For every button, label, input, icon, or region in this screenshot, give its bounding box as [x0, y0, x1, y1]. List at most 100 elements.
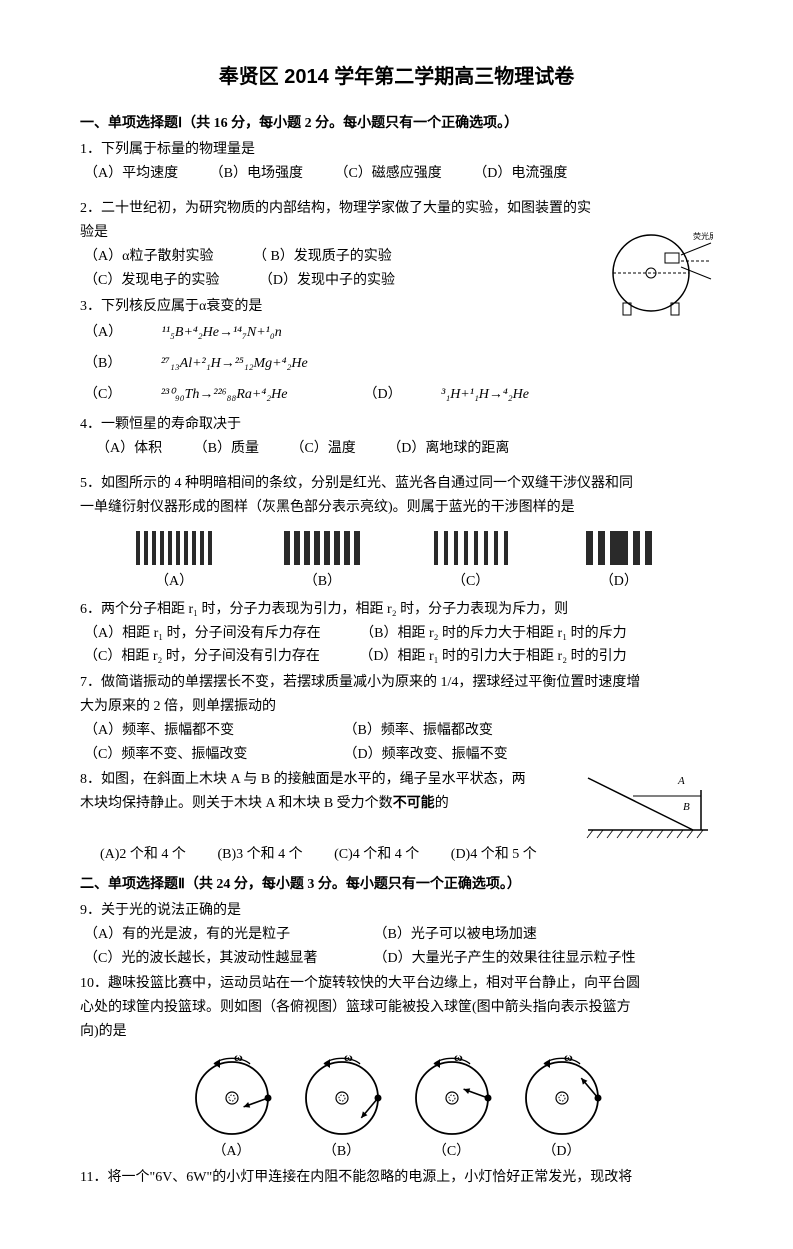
q3-opt-a-label: （A） [84, 318, 122, 349]
q6-opt-a: （A）相距 r₁ 时，分子间没有斥力存在 [84, 622, 321, 646]
q5-pattern-d [574, 528, 664, 568]
q9-opt-a: （A）有的光是波，有的光是粒子 [84, 923, 334, 947]
q4-options: （A）体积 （B）质量 （C）温度 （D）离地球的距离 [96, 437, 713, 461]
q3-eq-c: ²³⁰₉₀Th→²²⁶₈₈Ra+⁴₂He [161, 380, 288, 411]
q5-pattern-b [277, 528, 367, 568]
q1-opt-d: （D）电流强度 [473, 162, 567, 186]
q8-stem-bold: 不可能 [393, 796, 435, 811]
q4-opt-a: （A）体积 [96, 437, 162, 461]
apparatus-figure: 荧光屏 [603, 225, 713, 320]
q7-stem2: 大为原来的 2 倍，则单摆振动的 [80, 695, 713, 719]
q8-opt-a: (A)2 个和 4 个 [100, 843, 186, 867]
q8-stem1: 8．如图，在斜面上木块 A 与 B 的接触面是水平的，绳子呈水平状态，两 [80, 772, 526, 787]
q8-opt-c: (C)4 个和 4 个 [334, 843, 419, 867]
q10-label-d: （D） [517, 1140, 607, 1164]
q1-opt-a: （A）平均速度 [84, 162, 178, 186]
q5-label-a: （A） [129, 570, 219, 594]
q8-stem3: 的 [435, 796, 449, 811]
exam-title: 奉贤区 2014 学年第二学期高三物理试卷 [80, 60, 713, 94]
question-11: 11．将一个"6V、6W"的小灯甲连接在内阻不能忽略的电源上，小灯恰好正常发光，… [80, 1166, 713, 1190]
q10-circle-d: ω [517, 1050, 607, 1140]
question-6: 6．两个分子相距 r₁ 时，分子力表现为引力，相距 r₂ 时，分子力表现为斥力，… [80, 598, 713, 669]
q9-opt-c: （C）光的波长越长，其波动性越显著 [84, 947, 334, 971]
q6-opt-b: （B）相距 r₂ 时的斥力大于相距 r₁ 时的斥力 [360, 622, 626, 646]
q10-circle-c: ω [407, 1050, 497, 1140]
q3-opt-c-label: （C） [84, 380, 121, 411]
q6-stem: 6．两个分子相距 r₁ 时，分子力表现为引力，相距 r₂ 时，分子力表现为斥力，… [80, 598, 713, 622]
q1-stem: 1．下列属于标量的物理量是 [80, 138, 713, 162]
q2-opt-b: （ B）发现质子的实验 [253, 245, 392, 269]
q3-stem: 3．下列核反应属于α衰变的是 [80, 295, 603, 319]
q9-stem: 9．关于光的说法正确的是 [80, 899, 713, 923]
q5-pattern-a [129, 528, 219, 568]
question-8: A B 8．如图，在斜面上木块 A 与 B 的接触面是水平的，绳子呈水平状态，两… [80, 768, 713, 867]
q3-eq-a: ¹¹₅B+⁴₂He→¹⁴₇N+¹₀n [162, 318, 282, 349]
q10-label-c: （C） [407, 1140, 497, 1164]
q5-pattern-c [426, 528, 516, 568]
q3-opt-d-label: （D） [364, 380, 402, 411]
q10-figures: ω （A） ω （B） ω （C） ω （D） [80, 1050, 713, 1164]
q4-opt-d: （D）离地球的距离 [387, 437, 509, 461]
q4-stem: 4．一颗恒星的寿命取决于 [80, 413, 713, 437]
q1-options: （A）平均速度 （B）电场强度 （C）磁感应强度 （D）电流强度 [84, 162, 713, 186]
question-3: 3．下列核反应属于α衰变的是 （A） ¹¹₅B+⁴₂He→¹⁴₇N+¹₀n （B… [80, 295, 603, 411]
question-4: 4．一颗恒星的寿命取决于 （A）体积 （B）质量 （C）温度 （D）离地球的距离 [80, 413, 713, 461]
svg-text:ω: ω [564, 1050, 573, 1064]
incline-figure: A B [583, 768, 713, 843]
q7-opt-a: （A）频率、振幅都不变 [84, 719, 304, 743]
svg-text:ω: ω [454, 1050, 463, 1064]
q5-label-c: （C） [426, 570, 516, 594]
svg-text:荧光屏: 荧光屏 [693, 231, 713, 241]
q7-opt-c: （C）频率不变、振幅改变 [84, 743, 304, 767]
q1-opt-c: （C）磁感应强度 [334, 162, 441, 186]
q3-opt-b-label: （B） [84, 349, 121, 380]
q8-opt-b: (B)3 个和 4 个 [217, 843, 302, 867]
q5-figures: （A） （B） （C） （D） [100, 528, 693, 594]
q2-stem: 2．二十世纪初，为研究物质的内部结构，物理学家做了大量的实验，如图装置的实验是 [80, 197, 603, 245]
q8-label-b: B [683, 801, 690, 813]
section1-head: 一、单项选择题Ⅰ（共 16 分，每小题 2 分。每小题只有一个正确选项。） [80, 112, 713, 136]
q5-label-d: （D） [574, 570, 664, 594]
q7-stem1: 7．做简谐振动的单摆摆长不变，若摆球质量减小为原来的 1/4，摆球经过平衡位置时… [80, 671, 713, 695]
svg-text:ω: ω [344, 1050, 353, 1064]
q11-stem: 11．将一个"6V、6W"的小灯甲连接在内阻不能忽略的电源上，小灯恰好正常发光，… [80, 1166, 713, 1190]
q5-label-b: （B） [277, 570, 367, 594]
question-1: 1．下列属于标量的物理量是 （A）平均速度 （B）电场强度 （C）磁感应强度 （… [80, 138, 713, 186]
q8-opt-d: (D)4 个和 5 个 [451, 843, 537, 867]
q9-opt-d: （D）大量光子产生的效果往往显示粒子性 [374, 947, 636, 971]
q10-stem1: 10．趣味投篮比赛中，运动员站在一个旋转较快的大平台边缘上，相对平台静止，向平台… [80, 972, 713, 996]
question-9: 9．关于光的说法正确的是 （A）有的光是波，有的光是粒子 （B）光子可以被电场加… [80, 899, 713, 970]
question-5: 5．如图所示的 4 种明暗相间的条纹，分别是红光、蓝光各自通过同一个双缝干涉仪器… [80, 472, 713, 593]
q8-options: (A)2 个和 4 个 (B)3 个和 4 个 (C)4 个和 4 个 (D)4… [100, 843, 713, 867]
q2-opt-c: （C）发现电子的实验 [84, 269, 219, 293]
q7-options: （A）频率、振幅都不变 （B）频率、振幅都改变 （C）频率不变、振幅改变 （D）… [84, 719, 713, 767]
q8-label-a: A [677, 775, 685, 787]
q10-stem3: 向)的是 [80, 1020, 713, 1044]
q9-options: （A）有的光是波，有的光是粒子 （B）光子可以被电场加速 （C）光的波长越长，其… [84, 923, 713, 971]
q2-opt-d: （D）发现中子的实验 [259, 269, 395, 293]
q10-label-b: （B） [297, 1140, 387, 1164]
question-2: 2．二十世纪初，为研究物质的内部结构，物理学家做了大量的实验，如图装置的实验是 … [80, 197, 603, 292]
question-10: 10．趣味投篮比赛中，运动员站在一个旋转较快的大平台边缘上，相对平台静止，向平台… [80, 972, 713, 1163]
q2-options: （A）α粒子散射实验 （ B）发现质子的实验 （C）发现电子的实验 （D）发现中… [84, 245, 603, 293]
q10-label-a: （A） [187, 1140, 277, 1164]
q3-options: （A） ¹¹₅B+⁴₂He→¹⁴₇N+¹₀n （B） ²⁷₁₃Al+²₁H→²⁵… [84, 318, 603, 410]
q10-circle-b: ω [297, 1050, 387, 1140]
q10-stem2: 心处的球筐内投篮球。则如图（各俯视图）篮球可能被投入球筐(图中箭头指向表示投篮方 [80, 996, 713, 1020]
q10-circle-a: ω [187, 1050, 277, 1140]
svg-text:ω: ω [234, 1050, 243, 1064]
q7-opt-d: （D）频率改变、振幅不变 [344, 743, 508, 767]
q6-opt-d: （D）相距 r₁ 时的引力大于相距 r₂ 时的引力 [359, 645, 626, 669]
q6-opt-c: （C）相距 r₂ 时，分子间没有引力存在 [84, 645, 320, 669]
q4-opt-c: （C）温度 [290, 437, 355, 461]
q2-opt-a: （A）α粒子散射实验 [84, 245, 213, 269]
q3-eq-b: ²⁷₁₃Al+²₁H→²⁵₁₂Mg+⁴₂He [161, 349, 308, 380]
q9-opt-b: （B）光子可以被电场加速 [374, 923, 537, 947]
q8-stem2: 木块均保持静止。则关于木块 A 和木块 B 受力个数 [80, 796, 393, 811]
q5-stem2: 一单缝衍射仪器形成的图样（灰黑色部分表示亮纹)。则属于蓝光的干涉图样的是 [80, 496, 713, 520]
q4-opt-b: （B）质量 [194, 437, 259, 461]
q3-eq-d: ³₁H+¹₁H→⁴₂He [441, 380, 529, 411]
q5-stem1: 5．如图所示的 4 种明暗相间的条纹，分别是红光、蓝光各自通过同一个双缝干涉仪器… [80, 472, 713, 496]
question-7: 7．做简谐振动的单摆摆长不变，若摆球质量减小为原来的 1/4，摆球经过平衡位置时… [80, 671, 713, 766]
section2-head: 二、单项选择题Ⅱ（共 24 分，每小题 3 分。每小题只有一个正确选项。） [80, 873, 713, 897]
